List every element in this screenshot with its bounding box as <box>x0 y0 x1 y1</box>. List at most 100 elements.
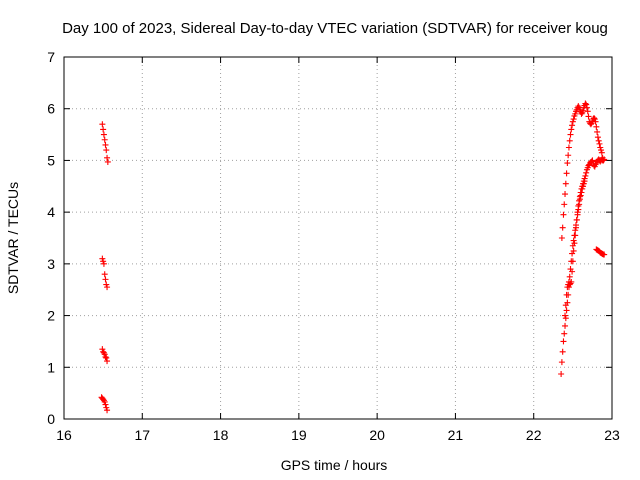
data-point <box>575 206 582 213</box>
data-point <box>596 140 603 147</box>
data-point <box>99 255 106 262</box>
data-point <box>560 211 567 218</box>
y-tick-label: 2 <box>47 308 55 324</box>
data-point <box>582 172 589 179</box>
data-point <box>101 271 108 278</box>
data-point <box>597 144 604 151</box>
data-point <box>100 260 107 267</box>
data-point <box>101 136 108 143</box>
data-point <box>589 157 596 164</box>
data-point <box>559 224 566 231</box>
data-point <box>582 100 589 107</box>
data-point <box>565 278 572 285</box>
data-point <box>569 122 576 129</box>
y-tick-label: 4 <box>47 204 55 220</box>
data-point <box>100 131 107 138</box>
data-point <box>569 118 576 125</box>
data-point <box>562 180 569 187</box>
chart-title: Day 100 of 2023, Sidereal Day-to-day VTE… <box>62 20 608 37</box>
data-point <box>564 160 571 167</box>
data-point <box>591 116 598 123</box>
data-point <box>99 121 106 128</box>
data-point <box>592 118 599 125</box>
data-point <box>569 242 576 249</box>
data-point <box>583 101 590 108</box>
data-point <box>574 211 581 218</box>
data-point <box>565 152 572 159</box>
data-point <box>583 104 590 111</box>
data-point <box>567 131 574 138</box>
data-point <box>590 115 597 122</box>
data-point <box>104 284 111 291</box>
data-point <box>102 401 109 408</box>
data-point <box>104 158 111 165</box>
data-point <box>593 123 600 130</box>
y-tick-label: 7 <box>47 49 55 65</box>
data-point <box>562 315 569 322</box>
data-point <box>560 338 567 345</box>
data-point <box>102 353 109 360</box>
data-point <box>568 126 575 133</box>
x-axis-label: GPS time / hours <box>281 457 388 473</box>
data-point <box>562 312 569 319</box>
data-point <box>601 251 608 258</box>
data-point <box>572 227 579 234</box>
data-point <box>565 144 572 151</box>
data-point <box>571 232 578 239</box>
data-point <box>594 128 601 135</box>
data-point <box>562 191 569 198</box>
data-point <box>566 273 573 280</box>
data-point <box>600 157 607 164</box>
data-point <box>100 126 107 133</box>
data-point <box>572 110 579 117</box>
data-point <box>576 201 583 208</box>
data-point <box>558 235 565 241</box>
y-tick-label: 6 <box>47 101 55 117</box>
data-points <box>98 100 608 414</box>
data-point <box>576 196 583 203</box>
data-point <box>594 134 601 141</box>
data-point <box>100 258 107 265</box>
data-point <box>578 189 585 196</box>
data-point <box>595 137 602 144</box>
data-point <box>103 281 110 288</box>
x-tick-label: 23 <box>604 427 620 443</box>
data-point <box>572 222 579 229</box>
data-point <box>563 291 570 298</box>
data-point <box>99 346 106 353</box>
x-tick-label: 16 <box>56 427 72 443</box>
data-point <box>104 407 111 414</box>
y-tick-label: 3 <box>47 256 55 272</box>
data-point <box>573 216 580 223</box>
data-point <box>584 108 591 115</box>
data-point <box>581 178 588 185</box>
data-point <box>562 322 569 329</box>
x-tick-label: 19 <box>291 427 307 443</box>
x-tick-label: 18 <box>213 427 229 443</box>
data-point <box>103 354 110 361</box>
data-point <box>579 185 586 192</box>
data-point <box>101 351 108 358</box>
data-point <box>102 141 109 148</box>
grid-lines <box>64 57 612 419</box>
plot-frame <box>63 56 613 420</box>
data-point <box>561 330 568 337</box>
data-point <box>570 116 577 123</box>
x-tick-label: 17 <box>134 427 150 443</box>
data-point <box>566 137 573 144</box>
y-tick-label: 5 <box>47 152 55 168</box>
y-tick-label: 0 <box>47 411 55 427</box>
data-point <box>562 302 569 309</box>
data-point <box>569 250 576 257</box>
data-point <box>104 154 111 161</box>
data-point <box>578 110 585 117</box>
data-point <box>563 307 570 314</box>
data-point <box>558 359 565 366</box>
data-point <box>558 371 565 378</box>
data-point <box>598 149 605 156</box>
data-point <box>598 147 605 154</box>
y-axis-label: SDTVAR / TECUs <box>5 182 21 294</box>
data-point <box>568 258 575 265</box>
data-point <box>561 201 568 208</box>
